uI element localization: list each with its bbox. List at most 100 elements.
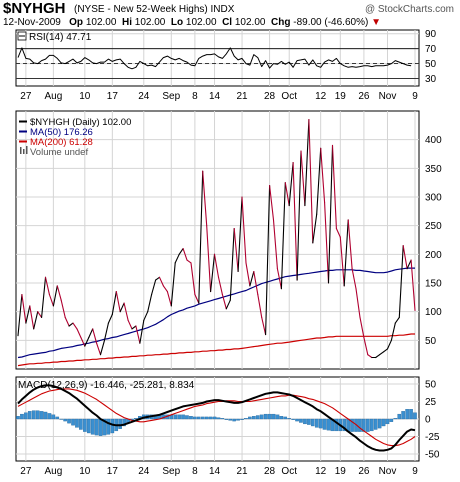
change-label: Chg: [271, 17, 291, 28]
open-label: Op: [69, 17, 84, 28]
price-line-segment: [103, 322, 109, 341]
down-arrow-icon: ▼: [371, 17, 381, 28]
macd-label: MACD(12,26,9) -16.446, -25.281, 8.834: [18, 380, 195, 391]
price-line-segment: [119, 302, 125, 313]
credit-label: @ StockCharts.com: [364, 4, 454, 15]
rsi-tick-label: 70: [425, 44, 437, 55]
x-axis-top-label: 26: [358, 91, 370, 102]
macd-histogram-bar: [122, 418, 126, 427]
price-line-segment: [327, 144, 334, 284]
macd-histogram-bar: [236, 418, 240, 421]
price-line-segment: [174, 253, 180, 264]
macd-histogram-bar: [314, 418, 319, 428]
price-line-segment: [155, 276, 161, 281]
macd-histogram-bar: [307, 418, 311, 425]
low-value: 102.00: [185, 17, 217, 28]
price-line-segment: [107, 313, 113, 324]
price-line-segment: [367, 354, 373, 359]
x-axis-bottom-label: 12: [315, 466, 327, 477]
price-line-segment: [186, 259, 192, 264]
price-line-segment: [17, 293, 23, 337]
rsi-line: [17, 47, 412, 70]
price-line-segment: [265, 184, 271, 336]
x-axis-top-label: 21: [236, 91, 248, 102]
macd-histogram-bar: [283, 416, 288, 420]
macd-histogram-bar: [252, 416, 256, 420]
macd-histogram-bar: [181, 414, 185, 420]
symbol-label: $NYHGH: [3, 0, 66, 17]
price-line-segment: [170, 262, 176, 307]
macd-histogram-bar: [20, 413, 24, 420]
price-line-segment: [398, 245, 404, 318]
price-line-segment: [390, 322, 396, 341]
price-line-segment: [335, 227, 341, 238]
price-line-segment: [394, 316, 400, 324]
ma200-line: [17, 333, 415, 367]
x-axis-top-label: Aug: [44, 91, 62, 102]
macd-histogram-bar: [342, 418, 347, 432]
price-line-segment: [347, 219, 353, 270]
macd-histogram-bar: [51, 414, 56, 420]
date-label: 12-Nov-2009: [3, 17, 61, 28]
price-line-segment: [312, 213, 318, 244]
macd-tick-label: 0: [425, 415, 431, 426]
price-line-segment: [48, 293, 54, 307]
macd-histogram-bar: [55, 416, 60, 420]
price-line-segment: [308, 119, 314, 244]
macd-histogram-bar: [405, 409, 409, 420]
macd-histogram-bar: [310, 418, 315, 427]
macd-histogram-bar: [98, 418, 103, 436]
volume-legend-bar: [23, 149, 25, 154]
macd-histogram-bar: [75, 418, 79, 428]
x-axis-bottom-label: 26: [358, 466, 370, 477]
macd-histogram-bar: [173, 414, 178, 420]
macd-histogram-bar: [189, 416, 193, 420]
x-axis-bottom-label: 8: [192, 466, 198, 477]
price-line-segment: [84, 336, 90, 347]
rsi-tick-label: 50: [425, 59, 437, 70]
macd-histogram-bar: [366, 418, 370, 432]
macd-histogram-bar: [381, 418, 386, 427]
x-axis-top-label: Nov: [379, 91, 397, 102]
x-axis-bottom-label: 21: [236, 466, 248, 477]
macd-histogram-bar: [389, 418, 394, 422]
price-tick-label: 50: [425, 336, 437, 347]
x-axis-top-label: 12: [315, 91, 327, 102]
price-line-segment: [60, 299, 66, 318]
macd-histogram-bar: [275, 414, 280, 420]
macd-histogram-bar: [193, 416, 197, 420]
price-line-segment: [158, 276, 164, 287]
price-line-segment: [241, 196, 247, 264]
price-line-segment: [202, 170, 208, 227]
open-value: 102.00: [85, 17, 117, 28]
x-axis-bottom-label: Oct: [281, 466, 297, 477]
price-line-segment: [233, 227, 239, 273]
macd-histogram-bar: [79, 418, 83, 430]
price-line-segment: [41, 276, 47, 318]
price-line-segment: [139, 319, 145, 344]
close-label: Cl: [222, 17, 233, 28]
x-axis-top-label: Sep: [162, 91, 180, 102]
macd-histogram-bar: [31, 410, 36, 420]
price-line-segment: [245, 262, 251, 287]
macd-histogram-bar: [208, 416, 213, 420]
price-line-segment: [359, 316, 365, 339]
price-line-segment: [76, 328, 82, 339]
x-axis-top-label: 9: [412, 91, 418, 102]
rsi-tick-label: 90: [425, 29, 437, 40]
macd-histogram-bar: [369, 418, 374, 432]
macd-histogram-bar: [401, 411, 405, 420]
macd-histogram-bar: [200, 416, 205, 420]
macd-histogram-bar: [185, 415, 189, 420]
x-axis-bottom-label: 9: [412, 466, 418, 477]
price-line-segment: [92, 328, 98, 344]
macd-tick-label: -50: [425, 450, 440, 461]
x-axis-top-label: 14: [209, 91, 221, 102]
price-line-segment: [143, 311, 149, 321]
x-axis-top-label: 27: [20, 91, 32, 102]
price-line-segment: [304, 119, 310, 207]
price-line-segment: [194, 293, 200, 304]
price-legend-label: Volume undef: [30, 147, 88, 158]
price-line-segment: [52, 285, 58, 307]
price-line-segment: [72, 322, 78, 330]
